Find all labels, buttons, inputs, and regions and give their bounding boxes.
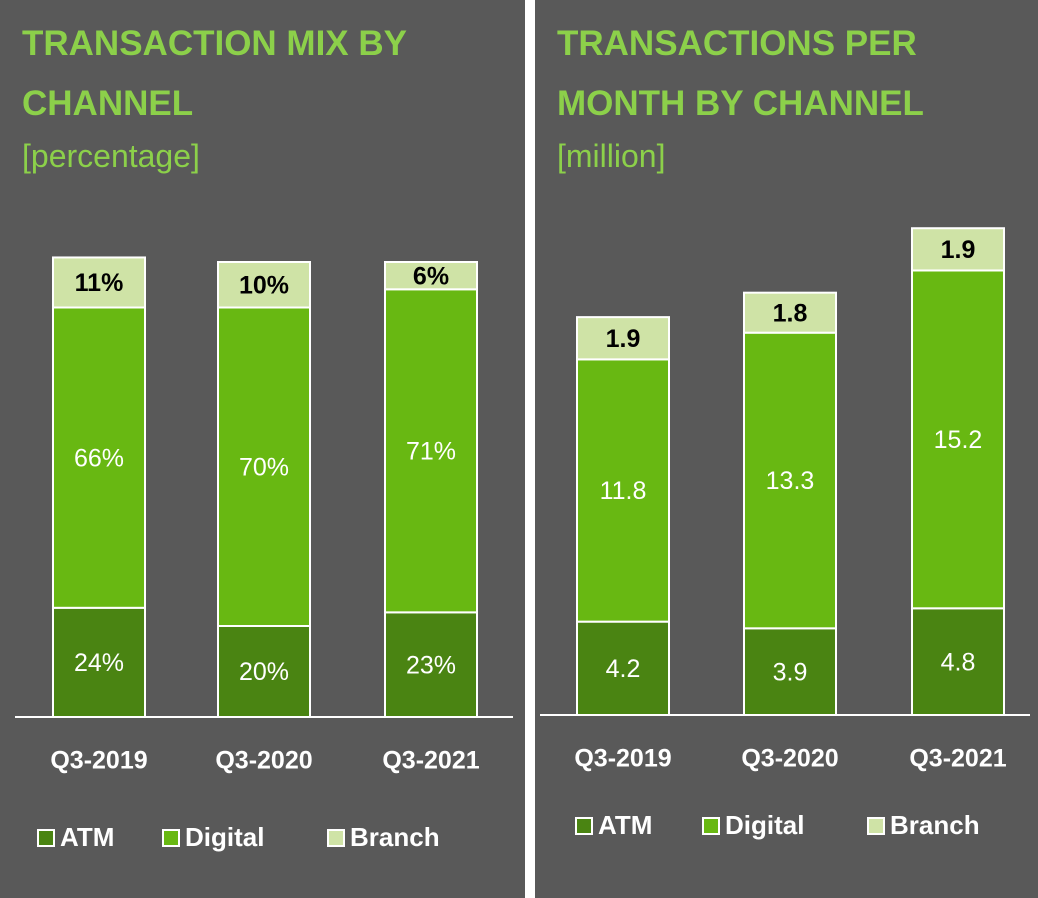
legend-swatch [37,829,55,847]
chart-title: TRANSACTION MIX BY CHANNEL [22,24,407,123]
bar-segment [384,288,478,614]
legend-label: Digital [185,822,264,852]
chart-title: TRANSACTIONS PER MONTH BY CHANNEL [557,24,924,123]
legend-label: ATM [60,822,114,852]
legend-swatch [327,829,345,847]
bar-segment [384,261,478,291]
legend-swatch [162,829,180,847]
data-label: 3.9 [773,658,808,686]
data-label: 4.2 [606,655,641,683]
data-label: 1.9 [606,325,641,353]
data-label: 70% [239,453,289,481]
data-label: 15.2 [934,426,983,454]
data-label: 11% [75,269,124,297]
legend-swatch [575,817,593,835]
data-label: 23% [406,651,456,679]
bar-segment [576,316,670,361]
bar-segment [576,620,670,716]
legend-label: Digital [725,810,804,840]
chart-subtitle: [million] [557,138,666,174]
x-tick-label: Q3-2021 [382,747,479,775]
data-label: 4.8 [941,648,976,676]
bar-segment [217,261,311,309]
bar-segment [52,306,146,609]
bar-segment [384,611,478,718]
bar-segment [911,227,1005,272]
data-label: 13.3 [766,467,815,495]
legend-swatch [702,817,720,835]
data-label: 24% [74,649,124,677]
legend-label: Branch [350,822,440,852]
bar-segment [911,269,1005,610]
legend-swatch [867,817,885,835]
bar-segment [743,627,837,717]
data-label: 71% [406,437,456,465]
x-tick-label: Q3-2019 [50,747,147,775]
x-tick-label: Q3-2019 [574,745,671,773]
data-label: 66% [74,444,124,472]
data-label: 11.8 [600,477,647,505]
data-label: 10% [239,271,289,299]
bar-segment [217,306,311,627]
data-label: 1.9 [941,236,976,264]
data-label: 6% [413,262,449,290]
bar-segment [743,331,837,630]
legend-label: Branch [890,810,980,840]
chart-subtitle: [percentage] [22,138,200,174]
bar-segment [911,607,1005,716]
data-label: 1.8 [773,299,808,327]
bar-segment [743,291,837,334]
bar-segment [576,358,670,623]
x-tick-label: Q3-2020 [741,745,838,773]
x-tick-label: Q3-2020 [215,747,312,775]
legend-label: ATM [598,810,652,840]
data-label: 20% [239,658,289,686]
x-tick-label: Q3-2021 [909,745,1006,773]
bar-segment [52,256,146,309]
